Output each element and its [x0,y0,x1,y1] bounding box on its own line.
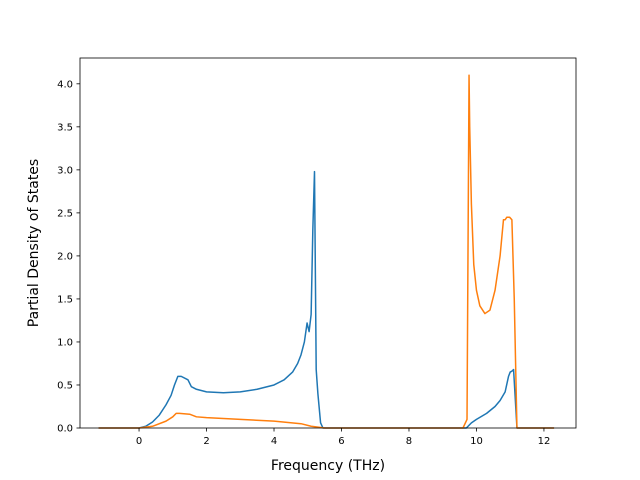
y-tick-label: 2.5 [57,208,73,219]
series-layer [98,74,555,429]
x-tick-label: 12 [538,436,551,447]
y-tick-label: 3.5 [57,122,73,133]
y-tick-label: 2.0 [57,251,73,262]
x-axis-label: Frequency (THz) [271,458,385,474]
y-tick-label: 0.5 [57,380,73,391]
x-tick-label: 6 [338,436,344,447]
series-line-1 [98,170,555,429]
x-axis-ticks: 0 2 4 6 8 10 12 [136,428,550,447]
x-tick-label: 10 [470,436,483,447]
x-tick-label: 0 [136,436,142,447]
axes-frame [79,57,577,429]
y-axis-label: Partial Density of States [26,159,42,327]
y-tick-label: 1.5 [57,294,73,305]
y-tick-label: 1.0 [57,337,73,348]
y-tick-label: 3.0 [57,165,73,176]
y-tick-label: 4.0 [57,79,73,90]
x-tick-label: 4 [271,436,277,447]
x-tick-label: 2 [203,436,209,447]
series-line-2 [98,74,555,429]
y-tick-label: 0.0 [57,424,73,435]
x-tick-label: 8 [406,436,412,447]
plot-area [79,57,577,429]
y-axis-ticks: 0.0 0.5 1.0 1.5 2.0 2.5 3.0 3.5 4.0 [57,79,80,435]
